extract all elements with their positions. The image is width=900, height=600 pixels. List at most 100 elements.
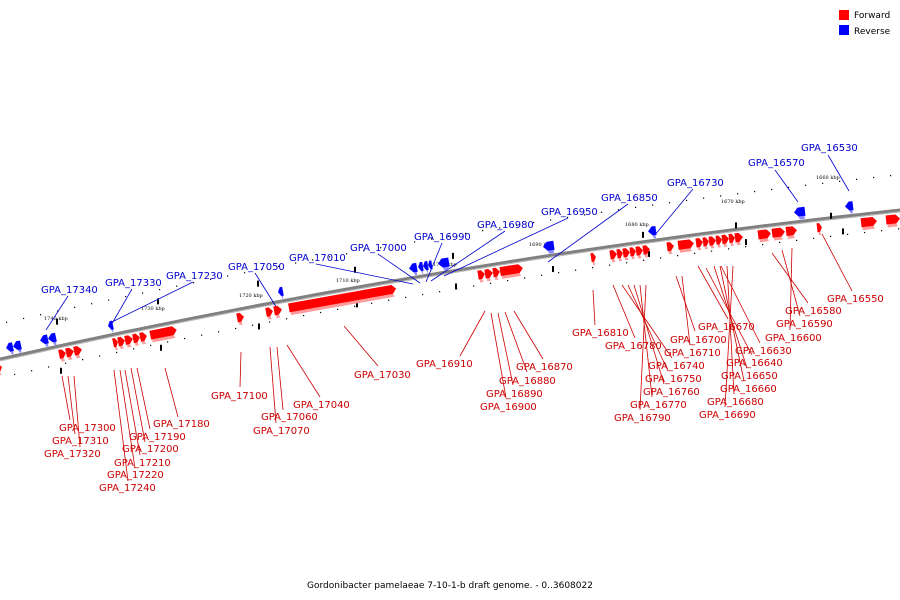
- gene-label[interactable]: GPA_16880: [499, 376, 556, 387]
- gene-forward[interactable]: [58, 349, 67, 362]
- gene-forward[interactable]: [609, 249, 618, 263]
- gene-label[interactable]: GPA_17040: [293, 400, 350, 411]
- gene-label[interactable]: GPA_17310: [52, 436, 109, 447]
- gene-label[interactable]: GPA_17010: [289, 253, 346, 264]
- gene-forward[interactable]: [695, 238, 704, 251]
- gene-forward[interactable]: [721, 234, 729, 247]
- gene-label[interactable]: GPA_16810: [572, 328, 629, 339]
- gene-forward[interactable]: [622, 248, 631, 261]
- gene-label[interactable]: GPA_16550: [827, 294, 884, 305]
- gene-forward[interactable]: [702, 237, 710, 250]
- gene-label[interactable]: GPA_17320: [44, 449, 101, 460]
- gene-label[interactable]: GPA_16730: [667, 178, 724, 189]
- gene-label[interactable]: GPA_16700: [670, 335, 727, 346]
- gene-reverse[interactable]: [794, 206, 806, 220]
- gene-forward[interactable]: [139, 332, 148, 345]
- gene-label[interactable]: GPA_16870: [516, 362, 573, 373]
- gene-label[interactable]: GPA_16990: [414, 232, 471, 243]
- gene-reverse[interactable]: [408, 262, 418, 276]
- gene-label[interactable]: GPA_17060: [261, 412, 318, 423]
- gene-reverse[interactable]: [647, 225, 657, 239]
- gene-label[interactable]: GPA_17030: [354, 370, 411, 381]
- gene-label[interactable]: GPA_17240: [99, 483, 156, 494]
- gene-reverse[interactable]: [12, 340, 22, 353]
- gene-reverse[interactable]: [47, 332, 57, 346]
- gene-label[interactable]: GPA_17050: [228, 262, 285, 273]
- gene-label[interactable]: GPA_16570: [748, 158, 805, 169]
- gene-label[interactable]: GPA_17180: [153, 419, 210, 430]
- gene-label[interactable]: GPA_16680: [707, 397, 764, 408]
- gene-forward[interactable]: [288, 284, 397, 316]
- gene-label[interactable]: GPA_16600: [765, 333, 822, 344]
- gene-forward[interactable]: [677, 239, 694, 253]
- gene-forward[interactable]: [757, 229, 771, 243]
- gene-label[interactable]: GPA_16690: [699, 410, 756, 421]
- gene-forward[interactable]: [0, 363, 4, 376]
- gene-reverse[interactable]: [427, 260, 433, 273]
- gene-reverse[interactable]: [845, 201, 854, 214]
- gene-label[interactable]: GPA_16670: [698, 322, 755, 333]
- gene-reverse[interactable]: [107, 320, 114, 334]
- gene-forward[interactable]: [885, 214, 900, 228]
- gene-forward[interactable]: [708, 236, 717, 249]
- gene-label[interactable]: GPA_17000: [350, 243, 407, 254]
- gene-forward[interactable]: [149, 325, 178, 343]
- gene-reverse[interactable]: [5, 342, 14, 355]
- gene-label[interactable]: GPA_17300: [59, 423, 116, 434]
- gene-label[interactable]: GPA_16650: [721, 371, 778, 382]
- gene-reverse[interactable]: [437, 257, 450, 271]
- gene-label[interactable]: GPA_16710: [664, 348, 721, 359]
- gene-label[interactable]: GPA_17220: [107, 470, 164, 481]
- gene-label[interactable]: GPA_16630: [735, 346, 792, 357]
- gene-label[interactable]: GPA_17070: [253, 426, 310, 437]
- gene-label[interactable]: GPA_17200: [122, 444, 179, 455]
- gene-forward[interactable]: [715, 235, 723, 248]
- gene-forward[interactable]: [117, 336, 126, 350]
- gene-forward[interactable]: [771, 227, 786, 241]
- gene-label[interactable]: GPA_16780: [605, 341, 662, 352]
- gene-reverse[interactable]: [417, 261, 424, 275]
- gene-forward[interactable]: [816, 223, 822, 236]
- gene-forward[interactable]: [616, 249, 624, 262]
- gene-label[interactable]: GPA_17230: [166, 271, 223, 282]
- gene-label[interactable]: GPA_16900: [480, 402, 537, 413]
- gene-reverse[interactable]: [422, 260, 429, 274]
- gene-reverse[interactable]: [39, 334, 49, 348]
- gene-label[interactable]: GPA_16790: [614, 413, 671, 424]
- gene-label[interactable]: GPA_16580: [785, 306, 842, 317]
- gene-forward[interactable]: [642, 245, 651, 258]
- gene-forward[interactable]: [124, 334, 134, 348]
- gene-label[interactable]: GPA_16660: [720, 384, 777, 395]
- gene-forward[interactable]: [590, 252, 597, 266]
- gene-label[interactable]: GPA_16950: [541, 207, 598, 218]
- gene-label[interactable]: GPA_16980: [477, 220, 534, 231]
- gene-forward[interactable]: [492, 267, 501, 280]
- gene-reverse[interactable]: [542, 240, 555, 255]
- gene-forward[interactable]: [666, 241, 675, 255]
- gene-label[interactable]: GPA_16890: [486, 389, 543, 400]
- gene-forward[interactable]: [860, 216, 878, 231]
- gene-label[interactable]: GPA_16760: [643, 387, 700, 398]
- gene-label[interactable]: GPA_16530: [801, 143, 858, 154]
- gene-forward[interactable]: [112, 338, 119, 351]
- gene-label[interactable]: GPA_17330: [105, 278, 162, 289]
- gene-label[interactable]: GPA_16850: [601, 193, 658, 204]
- gene-forward[interactable]: [273, 305, 283, 319]
- gene-label[interactable]: GPA_16770: [630, 400, 687, 411]
- gene-label[interactable]: GPA_16750: [645, 374, 702, 385]
- gene-forward[interactable]: [734, 232, 743, 246]
- gene-forward[interactable]: [65, 347, 75, 361]
- gene-label[interactable]: GPA_17100: [211, 391, 268, 402]
- gene-reverse[interactable]: [277, 286, 284, 300]
- gene-forward[interactable]: [728, 233, 735, 246]
- gene-forward[interactable]: [629, 247, 637, 260]
- gene-forward[interactable]: [265, 307, 274, 320]
- gene-label[interactable]: GPA_16640: [726, 358, 783, 369]
- gene-forward[interactable]: [499, 264, 524, 279]
- gene-label[interactable]: GPA_17210: [114, 458, 171, 469]
- gene-forward[interactable]: [477, 270, 486, 283]
- gene-forward[interactable]: [484, 268, 494, 282]
- gene-forward[interactable]: [132, 333, 141, 346]
- gene-label[interactable]: GPA_16590: [776, 319, 833, 330]
- gene-forward[interactable]: [236, 312, 245, 326]
